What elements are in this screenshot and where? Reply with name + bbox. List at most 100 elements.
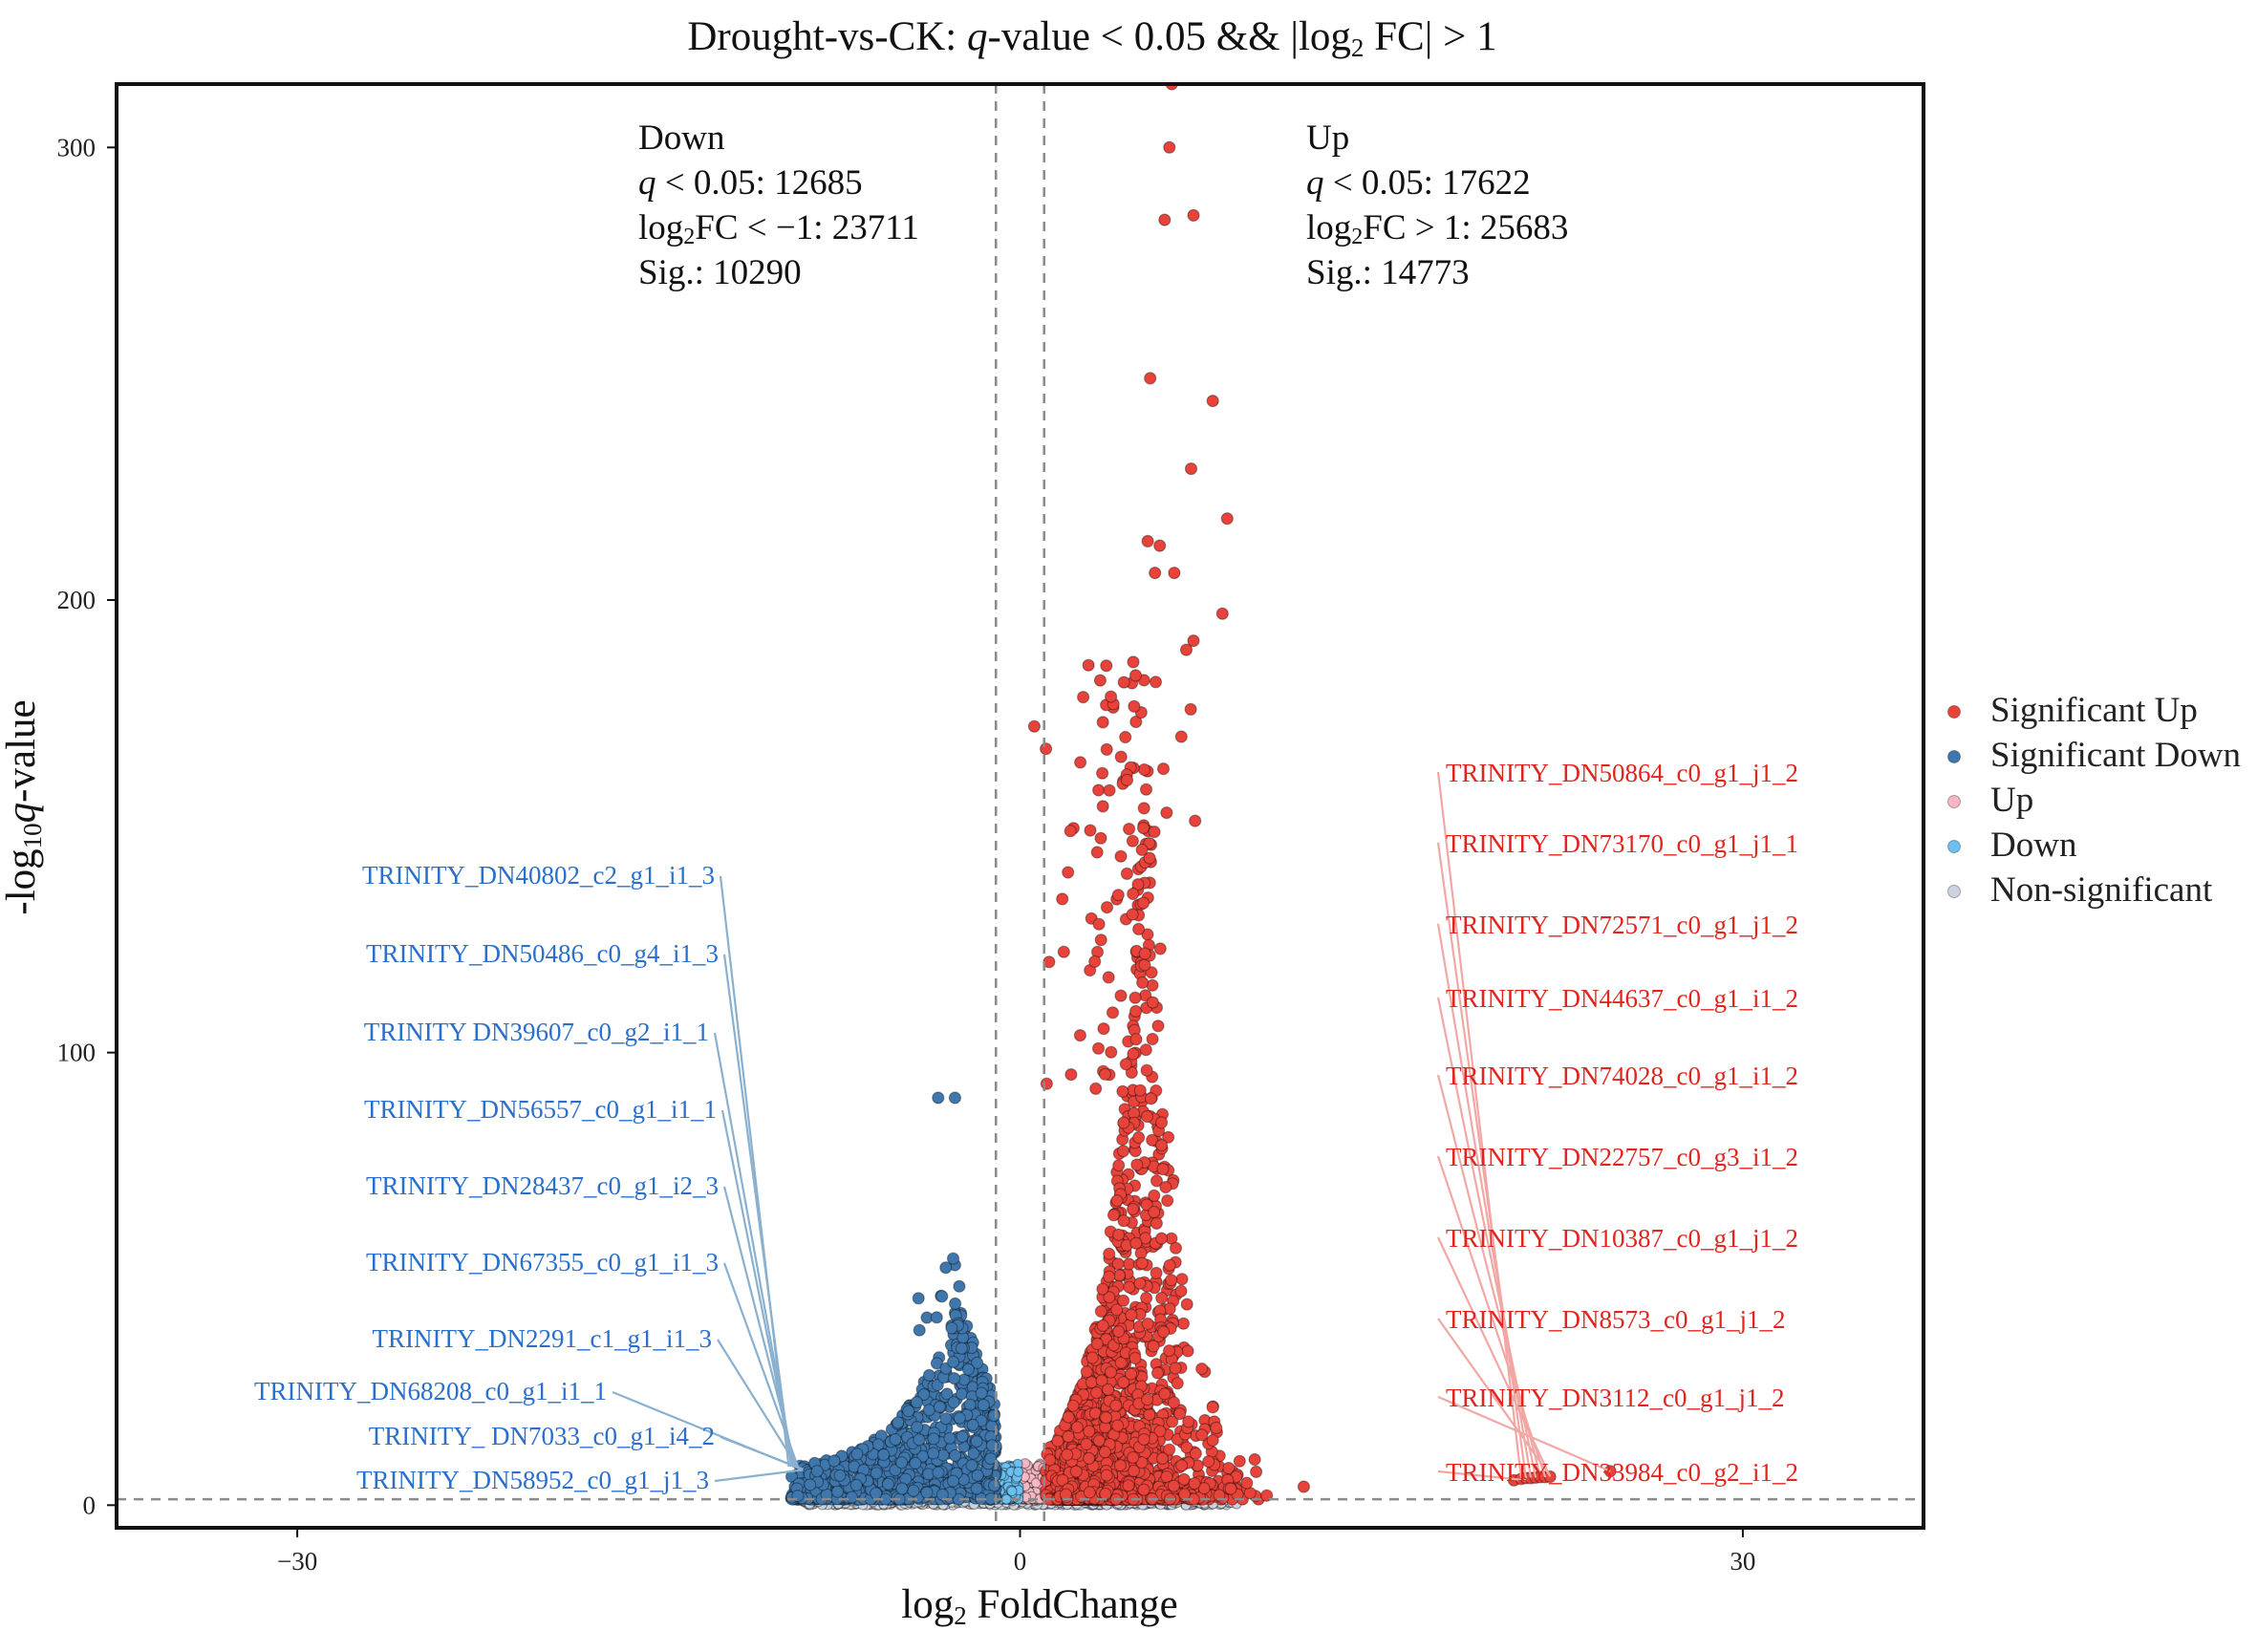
point-significant-up	[1125, 1308, 1138, 1321]
point-significant-down	[987, 1479, 1001, 1492]
point-significant-down	[804, 1478, 817, 1491]
point-significant-up	[1100, 659, 1113, 673]
point-significant-up	[1122, 1257, 1136, 1271]
point-significant-down	[948, 1448, 962, 1463]
point-significant-down	[971, 1469, 984, 1482]
point-significant-up	[1184, 702, 1197, 717]
point-significant-up	[1224, 1482, 1237, 1495]
point-significant-up	[1061, 1448, 1074, 1462]
point-significant-up	[1140, 1393, 1154, 1406]
up-annotation-q: q < 0.05: 17622	[1306, 163, 1531, 203]
point-significant-up	[1064, 825, 1077, 838]
point-down	[1013, 1466, 1024, 1477]
point-significant-up	[1109, 1399, 1123, 1412]
point-significant-down	[910, 1395, 924, 1409]
point-significant-up	[1102, 971, 1115, 984]
point-significant-up	[1095, 766, 1109, 780]
point-significant-up	[1206, 1433, 1219, 1448]
point-significant-up	[1100, 742, 1113, 757]
point-significant-up	[1176, 1317, 1191, 1330]
legend-marker	[1947, 840, 1961, 853]
point-significant-up	[1146, 996, 1160, 1009]
point-significant-up	[1094, 933, 1107, 947]
point-significant-up	[1132, 1130, 1146, 1145]
point-significant-down	[870, 1487, 883, 1500]
point-significant-up	[1129, 1236, 1143, 1250]
point-significant-up	[1156, 762, 1171, 776]
point-significant-up	[1080, 1365, 1093, 1379]
point-significant-up	[1233, 1454, 1246, 1468]
point-significant-down	[933, 1400, 947, 1414]
point-significant-up	[1119, 1058, 1132, 1071]
point-significant-down	[850, 1448, 864, 1461]
point-significant-up	[1128, 1351, 1142, 1365]
point-significant-up	[1120, 867, 1134, 881]
point-significant-up	[1182, 1415, 1195, 1428]
point-significant-down	[930, 1311, 943, 1324]
point-significant-down	[939, 1412, 953, 1426]
point-significant-up	[1154, 1232, 1169, 1245]
point-significant-up	[1150, 1216, 1164, 1231]
point-significant-up	[1111, 889, 1125, 902]
point-significant-up	[1174, 1459, 1189, 1472]
point-significant-up	[1206, 1401, 1219, 1414]
point-significant-down	[922, 1368, 936, 1383]
point-significant-up	[1100, 1469, 1113, 1482]
point-significant-up	[1027, 719, 1042, 733]
point-significant-up	[1117, 1214, 1130, 1228]
point-significant-up	[1085, 1376, 1099, 1389]
point-significant-up	[1116, 1145, 1130, 1158]
point-significant-up	[1082, 658, 1095, 672]
point-significant-up	[1102, 1270, 1116, 1283]
gene-label-up: TRINITY_DN50864_c0_g1_j1_2	[1446, 759, 1798, 787]
point-significant-up	[1127, 655, 1140, 669]
gene-label-up: TRINITY_DN8573_c0_g1_j1_2	[1446, 1305, 1785, 1334]
point-significant-up	[1150, 1366, 1165, 1380]
point-significant-up	[1137, 802, 1150, 815]
point-significant-up	[1135, 976, 1150, 990]
point-significant-down	[920, 1486, 934, 1499]
point-significant-up	[1073, 756, 1087, 769]
point-significant-down	[948, 1297, 962, 1311]
point-significant-down	[902, 1405, 915, 1418]
point-significant-up	[1114, 849, 1128, 863]
point-significant-up	[1117, 1116, 1130, 1129]
point-significant-down	[970, 1482, 983, 1495]
point-significant-up	[1154, 1116, 1169, 1129]
point-significant-down	[984, 1451, 998, 1466]
point-significant-down	[955, 1341, 969, 1355]
point-significant-up	[1169, 1241, 1183, 1255]
gene-label-down: TRINITY_DN68208_c0_g1_i1_1	[254, 1377, 607, 1405]
point-significant-up	[1090, 1337, 1104, 1351]
x-tick-label: −30	[277, 1547, 317, 1576]
point-significant-down	[966, 1418, 979, 1432]
y-tick-label: 0	[83, 1491, 97, 1519]
point-significant-up	[1160, 805, 1173, 820]
point-significant-up	[1154, 1138, 1169, 1152]
point-significant-down	[948, 1091, 962, 1105]
point-significant-up	[1080, 1437, 1093, 1451]
point-significant-up	[1248, 1452, 1261, 1467]
point-significant-up	[1144, 1092, 1158, 1105]
y-tick-label: 200	[57, 586, 97, 614]
point-significant-up	[1120, 773, 1134, 787]
point-significant-down	[913, 1433, 926, 1447]
gene-label-down: TRINITY_ DN7033_c0_g1_i4_2	[369, 1422, 715, 1450]
point-significant-up	[1156, 1325, 1171, 1339]
point-significant-down	[912, 1292, 925, 1305]
legend-label: Down	[1990, 826, 2076, 865]
gene-label-up: TRINITY_DN73170_c0_g1_j1_1	[1446, 829, 1798, 858]
point-significant-up	[1086, 1351, 1099, 1364]
gene-label-up: TRINITY_DN10387_c0_g1_j1_2	[1446, 1224, 1798, 1253]
point-significant-up	[1155, 1291, 1169, 1305]
point-significant-up	[1117, 676, 1130, 689]
point-significant-up	[1119, 730, 1132, 744]
point-significant-up	[1171, 1377, 1184, 1390]
point-significant-up	[1062, 1410, 1075, 1424]
point-significant-down	[927, 1447, 940, 1460]
point-significant-up	[1062, 1429, 1075, 1444]
point-significant-up	[1112, 1324, 1126, 1339]
point-significant-up	[1083, 1425, 1096, 1438]
down-annotation-title: Down	[638, 118, 724, 158]
point-significant-up	[1188, 1476, 1201, 1491]
